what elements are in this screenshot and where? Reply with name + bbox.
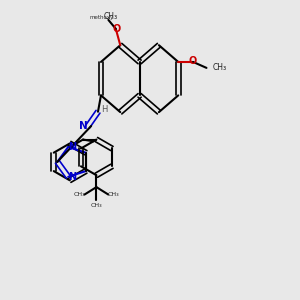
Text: methoxy: methoxy bbox=[90, 15, 114, 20]
Text: CH₃: CH₃ bbox=[212, 63, 226, 72]
Text: N: N bbox=[79, 121, 88, 131]
Text: CH₃: CH₃ bbox=[91, 203, 102, 208]
Text: N: N bbox=[68, 142, 76, 152]
Text: CH₃: CH₃ bbox=[108, 192, 119, 197]
Text: H: H bbox=[101, 105, 108, 114]
Text: N: N bbox=[68, 172, 76, 182]
Text: O: O bbox=[112, 24, 121, 34]
Text: O: O bbox=[189, 56, 197, 66]
Text: CH₃: CH₃ bbox=[104, 12, 118, 21]
Text: CH₃: CH₃ bbox=[74, 192, 85, 197]
